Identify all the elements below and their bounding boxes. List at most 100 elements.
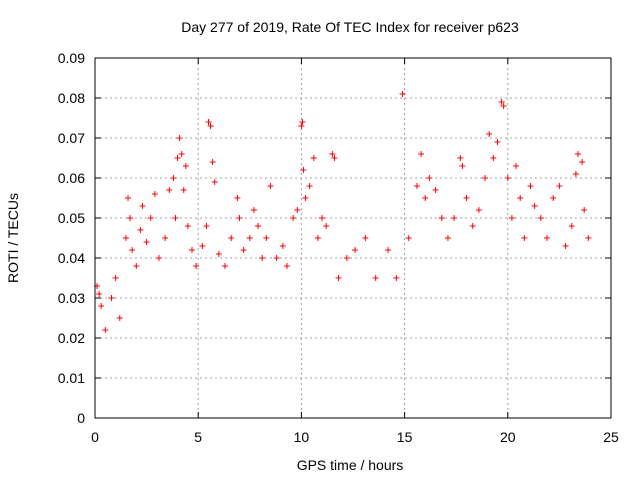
data-point [222, 263, 229, 269]
data-point [352, 247, 359, 253]
data-point [108, 295, 115, 301]
data-point [494, 139, 501, 145]
data-point [96, 291, 103, 297]
data-point [193, 263, 200, 269]
x-tick-label: 25 [603, 429, 619, 445]
data-point [372, 275, 379, 281]
data-point [323, 223, 330, 229]
data-point [139, 203, 146, 209]
data-point [263, 235, 270, 241]
data-point [585, 235, 592, 241]
data-point [246, 235, 253, 241]
data-point [125, 195, 132, 201]
y-axis-label: ROTI / TECUs [5, 193, 21, 283]
data-point [438, 215, 445, 221]
data-point [393, 275, 400, 281]
data-point [422, 195, 429, 201]
data-point [500, 103, 507, 109]
data-point [178, 151, 185, 157]
y-tick-label: 0.08 [58, 90, 85, 106]
data-point [399, 91, 406, 97]
data-point [116, 315, 123, 321]
data-point [469, 223, 476, 229]
y-tick-label: 0.05 [58, 210, 85, 226]
grid-lines [95, 58, 611, 418]
data-point [279, 243, 286, 249]
data-point [581, 207, 588, 213]
y-tick-label: 0.09 [58, 50, 85, 66]
data-point [451, 215, 458, 221]
x-axis-label: GPS time / hours [297, 457, 404, 473]
data-point [127, 215, 134, 221]
data-point [306, 183, 313, 189]
data-point [498, 99, 505, 105]
data-point [180, 187, 187, 193]
data-point [444, 235, 451, 241]
data-point [486, 131, 493, 137]
data-point [172, 215, 179, 221]
y-tick-label: 0.02 [58, 330, 85, 346]
data-point [343, 255, 350, 261]
data-point [521, 235, 528, 241]
data-point [267, 183, 274, 189]
data-points [94, 91, 592, 333]
data-point [544, 235, 551, 241]
data-point [112, 275, 119, 281]
data-point [562, 243, 569, 249]
data-point [300, 167, 307, 173]
plot-frame [94, 57, 612, 419]
data-point [513, 163, 520, 169]
y-tick-labels: 0 0.01 0.02 0.03 0.04 0.05 0.06 0.07 0.08 0.09 [58, 50, 85, 426]
data-point [236, 215, 243, 221]
data-point [240, 247, 247, 253]
y-tick-label: 0.03 [58, 290, 85, 306]
data-point [331, 155, 338, 161]
data-point [405, 235, 412, 241]
data-point [310, 155, 317, 161]
x-tick-label: 0 [91, 429, 99, 445]
data-point [537, 215, 544, 221]
data-point [143, 239, 150, 245]
data-point [457, 155, 464, 161]
data-point [550, 195, 557, 201]
data-point [255, 223, 262, 229]
data-point [211, 179, 218, 185]
data-point [203, 223, 210, 229]
data-point [137, 227, 144, 233]
x-tick-label: 15 [397, 429, 413, 445]
data-point [205, 119, 212, 125]
chart-title: Day 277 of 2019, Rate Of TEC Index for r… [181, 19, 519, 35]
data-point [98, 303, 105, 309]
data-point [556, 183, 563, 189]
data-point [508, 215, 515, 221]
data-point [250, 207, 257, 213]
data-point [362, 235, 369, 241]
y-tick-label: 0 [77, 410, 85, 426]
data-point [207, 123, 214, 129]
data-point [385, 247, 392, 253]
data-point [418, 151, 425, 157]
data-point [302, 195, 309, 201]
data-point [151, 191, 158, 197]
data-point [166, 187, 173, 193]
data-point [162, 235, 169, 241]
data-point [283, 263, 290, 269]
data-point [459, 163, 466, 169]
y-tick-label: 0.04 [58, 250, 85, 266]
data-point [199, 243, 206, 249]
data-point [475, 207, 482, 213]
data-point [234, 195, 241, 201]
data-point [294, 207, 301, 213]
y-tick-label: 0.07 [58, 130, 85, 146]
data-point [432, 187, 439, 193]
data-point [568, 223, 575, 229]
data-point [102, 327, 109, 333]
data-point [574, 151, 581, 157]
data-point [129, 247, 136, 253]
data-point [298, 123, 305, 129]
data-point [133, 263, 140, 269]
data-point [490, 155, 497, 161]
data-point [426, 175, 433, 181]
